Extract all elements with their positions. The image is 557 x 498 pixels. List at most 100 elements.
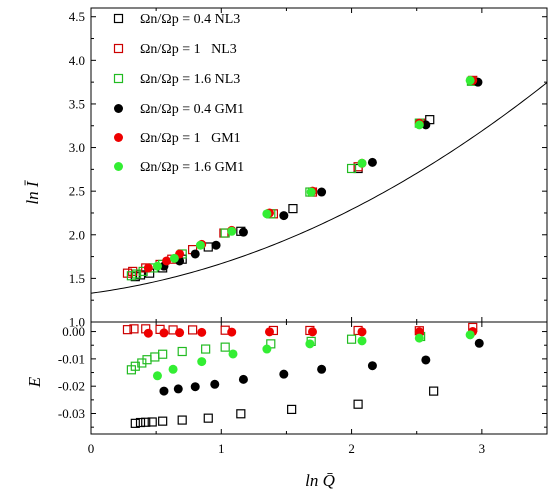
legend-label-3: Ωn/Ωp = 0.4 GM1 <box>140 102 244 117</box>
bottom-point-s3-7 <box>367 361 377 371</box>
top-point-s5-3 <box>227 226 237 236</box>
bottom-point-s5-0 <box>152 371 162 381</box>
bottom-point-s2-11 <box>346 334 357 344</box>
bottom-point-s0-3 <box>147 417 157 427</box>
bottom-panel-frame <box>90 321 548 435</box>
bottom-point-s0-10 <box>429 386 439 396</box>
top-point-s3-5 <box>279 211 289 221</box>
top-point-s5-0 <box>152 261 162 271</box>
axis-ticks-layer: 1.0 1.5 2.0 2.5 3.0 3.5 4.0 4.5 0.00 -0.01 -0.02 -0… <box>58 8 547 456</box>
data-marks-layer <box>122 75 484 428</box>
top-ytick-label: 1.5 <box>69 271 85 286</box>
bottom-point-s5-3 <box>228 349 238 359</box>
bottom-point-s0-1 <box>135 417 146 428</box>
bottom-point-s3-2 <box>190 382 200 392</box>
xtick-label: 1 <box>218 441 225 456</box>
bottom-point-s4-0 <box>143 328 153 338</box>
legend-entry-0: Ωn/Ωp = 0.4 NL3 <box>113 12 240 27</box>
legend-entry-1: Ωn/Ωp = 1 NL3 <box>113 42 237 57</box>
legend-label-0: Ωn/Ωp = 0.4 NL3 <box>140 12 240 27</box>
bottom-point-s5-4 <box>262 344 272 354</box>
bottom-point-s2-1 <box>130 361 140 371</box>
xtick-label: 3 <box>479 441 486 456</box>
bottom-point-s0-6 <box>203 413 213 423</box>
legend-entry-3: Ωn/Ωp = 0.4 GM1 <box>114 102 244 117</box>
bottom-point-s1-0 <box>122 325 133 335</box>
bottom-point-s0-4 <box>158 416 168 426</box>
top-point-s2-1 <box>132 269 142 279</box>
top-point-s5-4 <box>262 209 272 219</box>
top-ytick-label: 4.0 <box>69 53 85 68</box>
top-point-s5-7 <box>414 120 424 130</box>
top-ytick-label: 3.0 <box>69 140 85 155</box>
top-point-s3-4 <box>238 227 248 237</box>
legend-marker-3 <box>114 104 123 113</box>
bottom-point-s4-8 <box>414 327 424 337</box>
bottom-point-s4-4 <box>227 327 237 337</box>
top-ytick-label: 4.5 <box>69 9 85 24</box>
top-point-s3-2 <box>190 249 200 259</box>
legend-marker-2 <box>113 73 124 84</box>
bottom-point-s3-3 <box>210 379 220 389</box>
bottom-ytick-label: -0.01 <box>58 351 85 366</box>
top-ytick-label: 2.0 <box>69 227 85 242</box>
bottom-point-s3-6 <box>317 364 327 374</box>
bottom-point-s0-7 <box>236 409 246 419</box>
bottom-point-s2-5 <box>158 349 168 359</box>
legend-entry-4: Ωn/Ωp = 1 GM1 <box>114 131 241 146</box>
top-ytick-label: 2.5 <box>69 184 85 199</box>
fit-curve <box>90 82 548 294</box>
top-point-s4-0 <box>143 263 153 273</box>
bottom-point-s1-1 <box>129 324 139 334</box>
bottom-point-s0-0 <box>130 418 140 428</box>
bottom-point-s4-5 <box>264 327 274 337</box>
fit-curve-layer <box>90 82 548 294</box>
legend-label-5: Ωn/Ωp = 1.6 GM1 <box>140 160 244 175</box>
bottom-point-s0-8 <box>287 404 297 415</box>
top-point-s5-8 <box>465 75 475 85</box>
top-ytick-label: 1.0 <box>69 315 85 330</box>
xtick-label: 0 <box>88 441 95 456</box>
bottom-point-s4-7 <box>357 327 367 337</box>
bottom-point-s4-1 <box>159 328 169 338</box>
bottom-point-s4-2 <box>175 328 185 338</box>
bottom-ytick-label: -0.02 <box>58 379 85 394</box>
bottom-point-s3-9 <box>474 338 484 348</box>
bottom-point-s3-1 <box>173 384 183 394</box>
bottom-ytick-label: -0.03 <box>58 406 85 421</box>
top-point-s0-7 <box>288 204 298 214</box>
bottom-point-s1-5 <box>188 325 198 335</box>
bottom-ytick-label: 0.00 <box>62 324 85 339</box>
top-point-s5-6 <box>357 158 367 168</box>
legend-label-2: Ωn/Ωp = 1.6 NL3 <box>140 72 240 87</box>
top-point-s5-5 <box>306 187 316 197</box>
top-point-s3-6 <box>317 187 327 197</box>
legend-marker-0 <box>113 13 124 24</box>
bottom-point-s0-5 <box>177 415 187 425</box>
bottom-point-s5-7 <box>414 333 424 343</box>
bottom-point-s2-7 <box>201 344 211 354</box>
legend-label-4: Ωn/Ωp = 1 GM1 <box>140 131 241 146</box>
bottom-point-s2-2 <box>137 358 147 368</box>
bottom-point-s2-8 <box>220 342 230 352</box>
bottom-point-s3-4 <box>238 374 248 384</box>
top-point-s5-2 <box>195 240 205 250</box>
top-point-s3-7 <box>367 157 377 167</box>
legend: Ωn/Ωp = 0.4 NL3 Ωn/Ωp = 1 NL3 Ωn/Ωp = 1.… <box>113 12 244 175</box>
top-ytick-label: 3.5 <box>69 96 85 111</box>
bottom-point-s5-8 <box>465 330 475 340</box>
legend-marker-4 <box>114 133 123 142</box>
bottom-point-s0-9 <box>353 399 363 409</box>
top-point-s4-1 <box>162 256 172 266</box>
top-point-s2-0 <box>126 271 136 281</box>
bottom-point-s3-8 <box>421 355 431 365</box>
bottom-point-s5-2 <box>197 357 207 367</box>
bottom-point-s4-6 <box>307 327 317 337</box>
legend-entry-2: Ωn/Ωp = 1.6 NL3 <box>113 72 240 87</box>
bottom-point-s3-0 <box>159 386 169 396</box>
top-y-axis-title: ln Ī <box>23 179 42 204</box>
bottom-point-s5-5 <box>305 339 315 349</box>
legend-marker-5 <box>114 162 123 171</box>
